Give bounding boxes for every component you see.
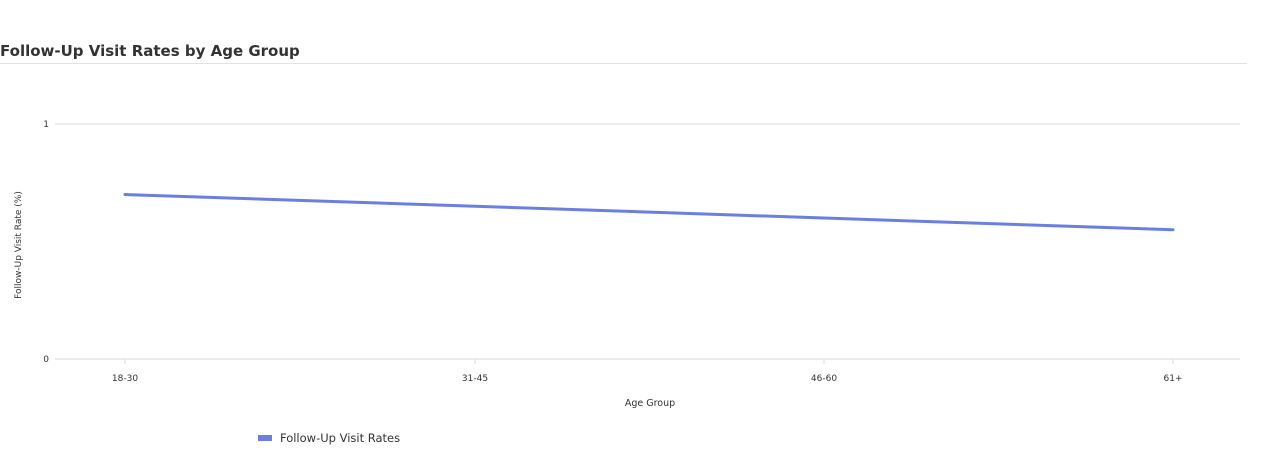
chart-title: Follow-Up Visit Rates by Age Group — [0, 42, 300, 60]
legend-swatch — [258, 435, 272, 441]
legend: Follow-Up Visit Rates — [258, 431, 400, 445]
y-tick-label-1: 1 — [43, 120, 49, 130]
label-layer: Age Group Follow-Up Visit Rate (%) — [14, 191, 675, 409]
x-tick-label-3: 61+ — [1164, 374, 1183, 384]
legend-label: Follow-Up Visit Rates — [280, 431, 401, 445]
x-axis-label: Age Group — [625, 398, 675, 409]
y-tick-label-0: 0 — [43, 355, 49, 365]
x-tick-label-2: 46-60 — [811, 374, 837, 384]
y-axis-label: Follow-Up Visit Rate (%) — [14, 191, 24, 299]
x-tick-label-1: 31-45 — [462, 374, 488, 384]
series-layer — [123, 193, 1175, 232]
series-line-0 — [123, 193, 1175, 232]
x-tick-label-0: 18-30 — [112, 374, 138, 384]
title-divider — [0, 63, 1247, 64]
axis-layer: 0 1 18-30 31-45 46-60 61+ — [43, 120, 1182, 384]
grid-layer — [60, 123, 1240, 360]
